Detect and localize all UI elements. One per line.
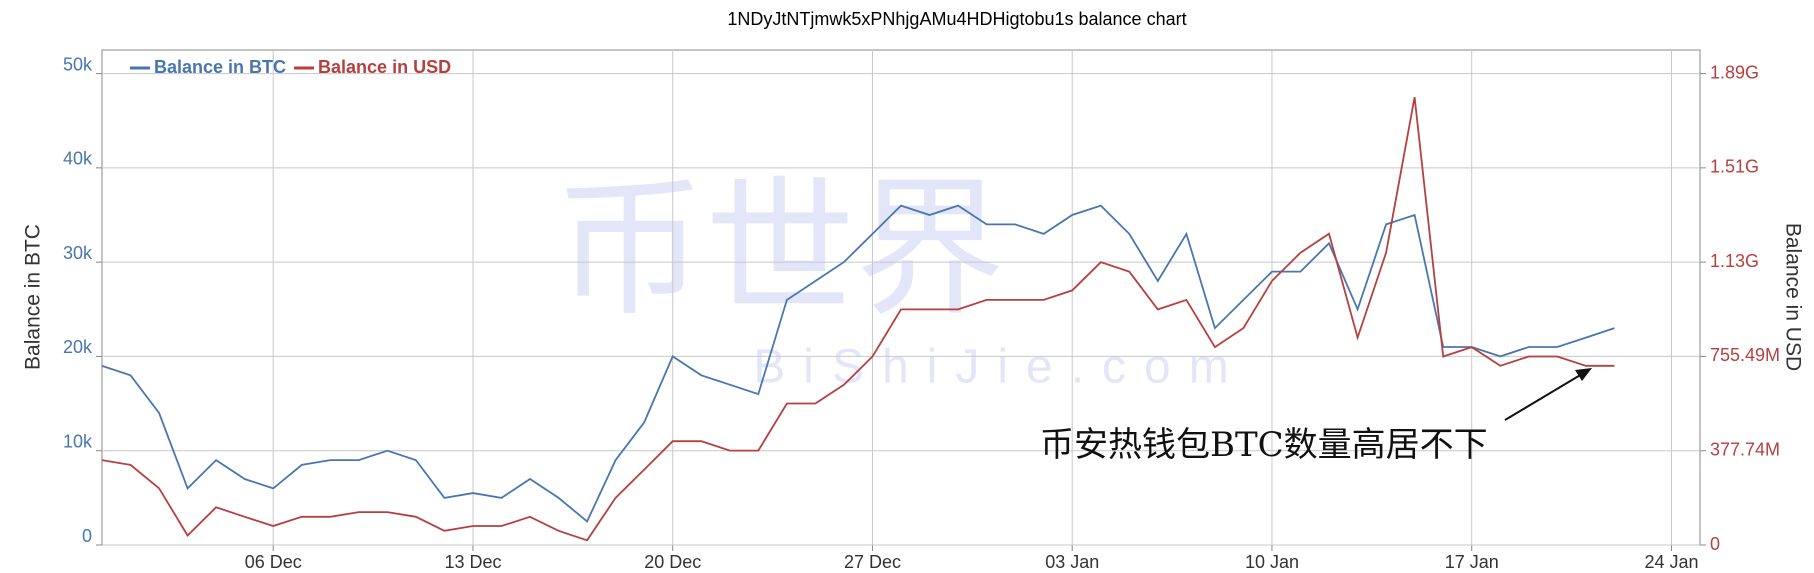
x-tick-label: 10 Jan: [1245, 552, 1299, 572]
x-tick-label: 03 Jan: [1045, 552, 1099, 572]
annotation-arrowhead: [1575, 368, 1592, 381]
y-tick-label: 20k: [63, 337, 93, 357]
y2-axis-label: Balance in USD: [1781, 223, 1804, 371]
y-tick-label: 50k: [63, 54, 93, 74]
x-tick-label: 20 Dec: [644, 552, 701, 572]
chart-title: 1NDyJtNTjmwk5xPNhjgAMu4HDHigtobu1s balan…: [727, 9, 1186, 29]
legend-label: Balance in BTC: [154, 57, 286, 77]
y-tick-label: 0: [82, 526, 92, 546]
y-axis-label: Balance in BTC: [22, 224, 45, 370]
y-tick-label: 40k: [63, 149, 93, 169]
x-tick-label: 27 Dec: [844, 552, 901, 572]
x-tick-label: 24 Jan: [1644, 552, 1698, 572]
y2-tick-label: 1.13G: [1710, 251, 1759, 271]
y-tick-label: 30k: [63, 243, 93, 263]
y2-tick-label: 1.89G: [1710, 62, 1759, 82]
y2-tick-label: 755.49M: [1710, 345, 1780, 365]
x-tick-label: 13 Dec: [444, 552, 501, 572]
legend-label: Balance in USD: [318, 57, 451, 77]
x-tick-label: 17 Jan: [1445, 552, 1499, 572]
annotation: 币安热钱包BTC数量高居不下: [1040, 425, 1488, 465]
x-tick-label: 06 Dec: [245, 552, 302, 572]
annotation-arrow: [1504, 373, 1583, 421]
y2-tick-label: 0: [1710, 534, 1720, 554]
watermark: 币世界: [555, 163, 1005, 337]
y2-tick-label: 377.74M: [1710, 439, 1780, 459]
y-tick-label: 10k: [63, 431, 93, 451]
y2-tick-label: 1.51G: [1710, 157, 1759, 177]
series-line: [101, 97, 1615, 542]
watermark-sub: BiShiJie.com: [753, 341, 1246, 394]
series-line: [101, 204, 1615, 523]
